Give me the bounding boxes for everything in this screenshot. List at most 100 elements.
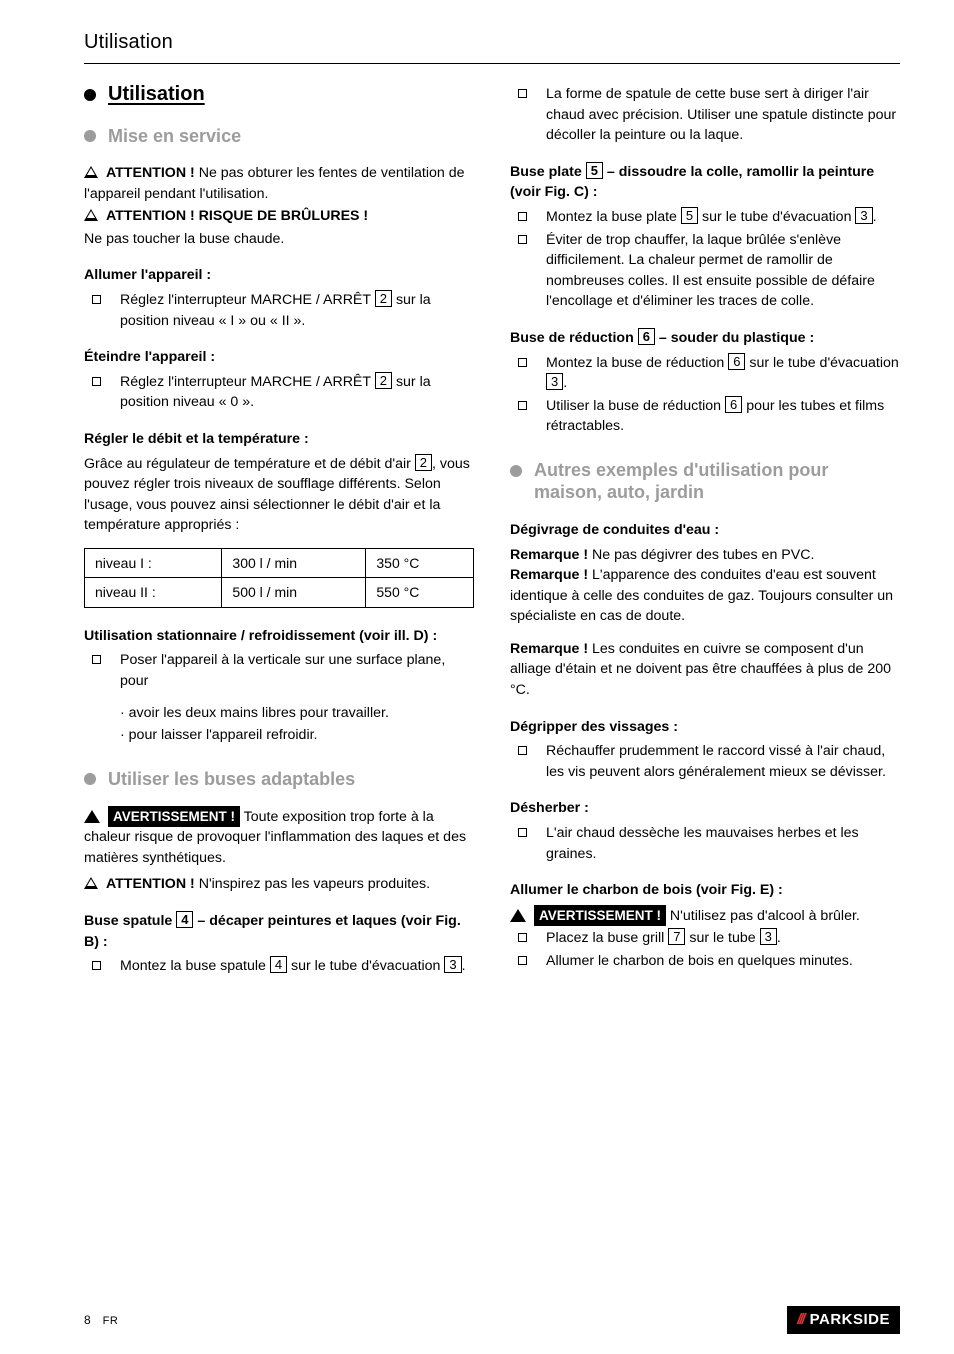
list-item: Allumer le charbon de bois en quelques m… — [546, 951, 900, 972]
ref-box: 3 — [855, 207, 872, 224]
list-item: Montez la buse de réduction 6 sur le tub… — [546, 353, 900, 394]
warning-triangle-icon — [84, 209, 98, 221]
list-item: Éviter de trop chauffer, la laque brûlée… — [546, 230, 900, 312]
warning-block: AVERTISSEMENT ! N'utilisez pas d'alcool … — [510, 905, 900, 927]
text: Grâce au régulateur de température et de… — [84, 454, 474, 536]
ref-box: 6 — [725, 396, 742, 413]
subhead-reduction: Buse de réduction 6 – souder du plastiqu… — [510, 328, 900, 349]
ref-box: 5 — [681, 207, 698, 224]
attention-risk: ATTENTION ! RISQUE DE BRÛLURES ! — [84, 206, 474, 227]
subhead-desherber: Désherber : — [510, 798, 900, 819]
text: . — [873, 209, 877, 225]
list-item: Réglez l'interrupteur MARCHE / ARRÊT 2 s… — [120, 290, 474, 331]
list-item: Placez la buse grill 7 sur le tube 3. — [546, 928, 900, 949]
text: Buse de réduction — [510, 330, 638, 346]
cell: niveau I : — [85, 549, 222, 578]
cell: niveau II : — [85, 578, 222, 607]
ref-box: 4 — [270, 956, 287, 973]
warning-triangle-icon — [84, 166, 98, 178]
attention-label: ATTENTION ! RISQUE DE BRÛLURES ! — [106, 208, 368, 224]
text: Buse spatule — [84, 913, 176, 929]
text: Buse plate — [510, 164, 586, 180]
levels-table: niveau I : 300 l / min 350 °C niveau II … — [84, 548, 474, 608]
ref-box: 3 — [546, 373, 563, 390]
attention-label: ATTENTION ! — [106, 876, 195, 892]
list-item: Montez la buse spatule 4 sur le tube d'é… — [120, 956, 474, 977]
list-item: Réglez l'interrupteur MARCHE / ARRÊT 2 s… — [120, 372, 474, 413]
ref-box: 3 — [444, 956, 461, 973]
text: sur le tube d'évacuation — [698, 209, 855, 225]
text: Montez la buse plate — [546, 209, 681, 225]
bullet-icon — [84, 773, 96, 785]
warning-block: AVERTISSEMENT ! Toute exposition trop fo… — [84, 806, 474, 869]
ref-box: 6 — [638, 328, 655, 345]
left-column: Utilisation Mise en service ATTENTION ! … — [84, 80, 474, 989]
attention-block: ATTENTION ! N'inspirez pas les vapeurs p… — [84, 874, 474, 895]
warn-label: AVERTISSEMENT ! — [534, 905, 666, 927]
ref-box: 5 — [586, 162, 603, 179]
subhead-degivrage: Dégivrage de conduites d'eau : — [510, 520, 900, 541]
heading-mise-en-service: Mise en service — [108, 123, 241, 149]
attention-label: ATTENTION ! — [106, 165, 195, 181]
text: Utiliser la buse de réduction — [546, 398, 725, 414]
ref-box: 3 — [760, 928, 777, 945]
text: . — [563, 375, 567, 391]
text: . — [462, 958, 466, 974]
text: Ne pas toucher la buse chaude. — [84, 229, 474, 250]
remark-label: Remarque ! — [510, 567, 588, 583]
cell: 350 °C — [366, 549, 474, 578]
remark: Remarque ! L'apparence des conduites d'e… — [510, 565, 900, 627]
heading-utilisation: Utilisation — [108, 80, 205, 109]
list-item: Réchauffer prudemment le raccord vissé à… — [546, 741, 900, 782]
text: Réglez l'interrupteur MARCHE / ARRÊT — [120, 374, 375, 390]
list-item: La forme de spatule de cette buse sert à… — [546, 84, 900, 146]
list-item: Utiliser la buse de réduction 6 pour les… — [546, 396, 900, 437]
warning-triangle-icon — [84, 810, 100, 823]
text: Montez la buse de réduction — [546, 355, 728, 371]
page-title: Utilisation — [84, 28, 900, 57]
page-lang: FR — [103, 1315, 119, 1327]
ref-box: 4 — [176, 911, 193, 928]
subhead-plate: Buse plate 5 – dissoudre la colle, ramol… — [510, 162, 900, 203]
remark-label: Remarque ! — [510, 547, 588, 563]
remark: Remarque ! Les conduites en cuivre se co… — [510, 639, 900, 701]
cell: 500 l / min — [222, 578, 366, 607]
text: sur le tube d'évacuation — [287, 958, 444, 974]
heading-buses: Utiliser les buses adaptables — [108, 766, 355, 792]
text: Grâce au régulateur de température et de… — [84, 456, 415, 472]
heading-autres: Autres exemples d'utilisation pour maiso… — [534, 459, 900, 504]
table-row: niveau I : 300 l / min 350 °C — [85, 549, 474, 578]
subhead-allumer: Allumer l'appareil : — [84, 265, 474, 286]
stripes-icon: /// — [797, 1309, 804, 1331]
ref-box: 2 — [375, 290, 392, 307]
list-item: L'air chaud dessèche les mauvaises herbe… — [546, 823, 900, 864]
subhead-eteindre: Éteindre l'appareil : — [84, 347, 474, 368]
page-number: 8 — [84, 1313, 91, 1327]
text: – souder du plastique : — [655, 330, 814, 346]
ref-box: 2 — [375, 372, 392, 389]
page-footer-left: 8 FR — [84, 1310, 118, 1331]
ref-box: 2 — [415, 454, 432, 471]
list-item: Montez la buse plate 5 sur le tube d'éva… — [546, 207, 900, 228]
text: N'utilisez pas d'alcool à brûler. — [666, 908, 860, 924]
right-column: La forme de spatule de cette buse sert à… — [510, 80, 900, 989]
warning-triangle-icon — [510, 909, 526, 922]
text: Placez la buse grill — [546, 930, 668, 946]
text: . — [777, 930, 781, 946]
subhead-degripper: Dégripper des vissages : — [510, 717, 900, 738]
text: N'inspirez pas les vapeurs produites. — [195, 876, 430, 892]
bullet-icon — [84, 130, 96, 142]
bullet-icon — [510, 465, 522, 477]
subhead-spatule: Buse spatule 4 – décaper peintures et la… — [84, 911, 474, 952]
sub-item: · pour laisser l'appareil refroidir. — [84, 725, 474, 746]
cell: 550 °C — [366, 578, 474, 607]
ref-box: 6 — [728, 353, 745, 370]
text: Réglez l'interrupteur MARCHE / ARRÊT — [120, 292, 375, 308]
brand-badge: /// PARKSIDE — [787, 1306, 900, 1334]
cell: 300 l / min — [222, 549, 366, 578]
text: sur le tube — [685, 930, 759, 946]
brand-name: PARKSIDE — [810, 1309, 890, 1331]
subhead-regler: Régler le débit et la température : — [84, 429, 474, 450]
ref-box: 7 — [668, 928, 685, 945]
text: sur le tube d'évacuation — [745, 355, 898, 371]
